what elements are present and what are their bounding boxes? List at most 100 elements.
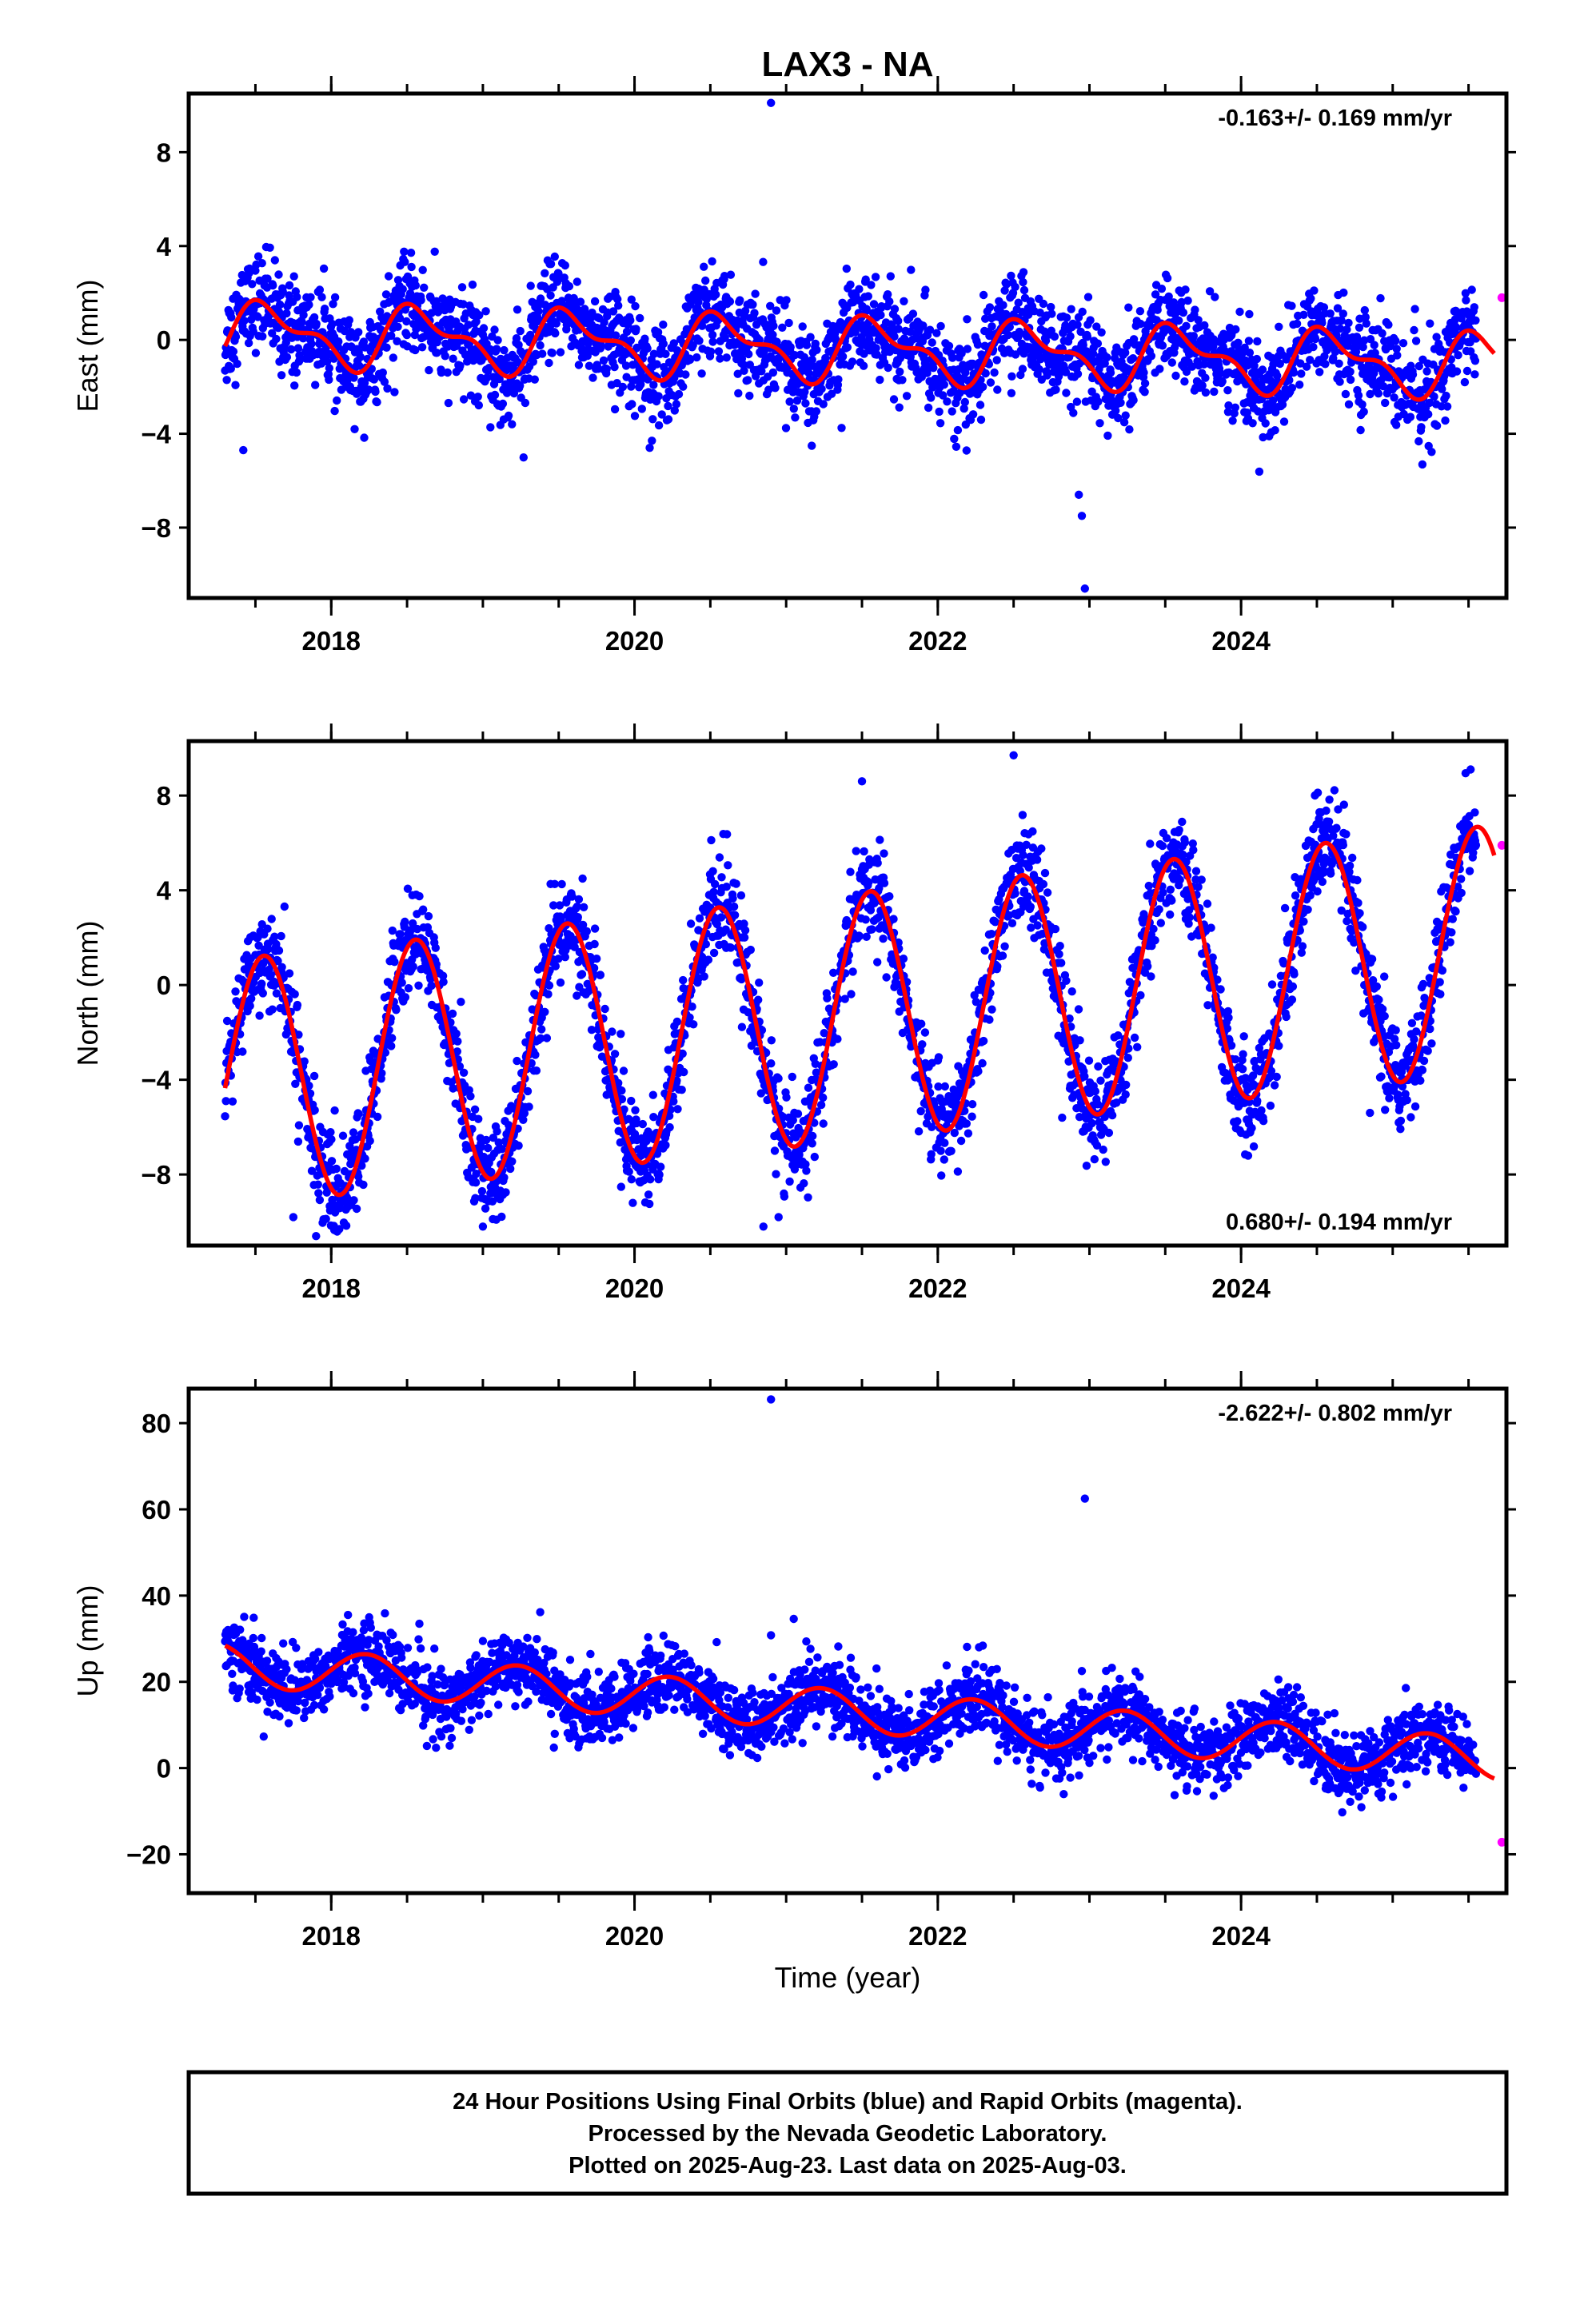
- data-point: [484, 1143, 493, 1153]
- data-point: [628, 1198, 637, 1207]
- data-point: [716, 913, 726, 922]
- data-point: [1393, 351, 1402, 360]
- data-point: [1179, 308, 1188, 317]
- data-point: [1355, 323, 1364, 332]
- data-point: [1194, 316, 1203, 325]
- data-point: [258, 332, 267, 341]
- data-point: [233, 359, 241, 369]
- data-point: [552, 319, 561, 328]
- data-point: [1452, 367, 1462, 376]
- data-point: [1139, 368, 1148, 377]
- data-point: [772, 306, 781, 315]
- data-point: [1155, 365, 1164, 373]
- data-point: [457, 998, 465, 1007]
- data-point: [1062, 389, 1071, 397]
- data-point: [876, 375, 884, 385]
- data-point: [649, 381, 658, 389]
- data-point: [716, 354, 724, 363]
- data-point: [493, 336, 502, 345]
- data-point: [545, 981, 554, 990]
- data-point: [1090, 1154, 1099, 1164]
- data-point: [695, 914, 704, 923]
- data-point: [266, 971, 275, 980]
- data-point: [411, 345, 420, 355]
- data-point: [309, 1071, 319, 1081]
- data-point: [748, 300, 757, 309]
- data-point: [576, 297, 585, 306]
- data-point: [820, 1029, 828, 1038]
- data-point: [964, 1129, 973, 1138]
- data-point: [935, 407, 944, 417]
- data-point: [1296, 359, 1305, 368]
- data-point: [1181, 285, 1190, 294]
- data-point: [780, 1192, 789, 1201]
- data-point: [708, 257, 716, 266]
- data-point: [466, 391, 476, 400]
- east-plot-area: [221, 98, 1506, 593]
- data-point: [1007, 271, 1015, 281]
- data-point: [306, 293, 315, 301]
- data-point: [529, 357, 537, 366]
- data-point: [381, 1048, 390, 1057]
- data-point: [789, 405, 798, 413]
- data-point: [818, 1093, 828, 1102]
- data-point: [1198, 381, 1207, 390]
- data-point: [330, 293, 340, 302]
- data-point: [396, 930, 405, 939]
- data-point: [1104, 1128, 1114, 1138]
- data-point: [1027, 923, 1035, 932]
- data-point: [438, 971, 448, 980]
- data-point: [936, 1146, 945, 1155]
- data-point: [350, 425, 359, 433]
- outlier-point: [1075, 490, 1083, 500]
- data-point: [393, 337, 401, 345]
- data-point: [574, 895, 584, 904]
- data-point: [772, 1170, 780, 1178]
- data-point: [1066, 332, 1075, 341]
- data-point: [649, 349, 659, 358]
- data-point: [804, 1193, 812, 1202]
- data-point: [538, 349, 547, 358]
- data-point: [1092, 1141, 1102, 1150]
- data-point: [1112, 1098, 1121, 1107]
- data-point: [456, 361, 465, 370]
- data-point: [1273, 371, 1282, 381]
- data-point: [800, 388, 809, 397]
- data-point: [417, 296, 425, 305]
- data-point: [940, 1082, 950, 1091]
- data-point: [1163, 273, 1172, 283]
- data-point: [1007, 919, 1017, 928]
- data-point: [1039, 879, 1048, 889]
- data-point: [1069, 409, 1078, 417]
- data-point: [589, 963, 599, 973]
- data-point: [988, 322, 996, 331]
- data-point: [923, 369, 932, 377]
- data-point: [617, 1094, 627, 1104]
- outlier-point: [767, 98, 776, 107]
- data-point: [953, 425, 963, 435]
- data-point: [974, 1066, 983, 1076]
- data-point: [740, 926, 750, 935]
- data-point: [645, 1199, 654, 1209]
- data-point: [936, 321, 945, 331]
- data-point: [1337, 316, 1346, 325]
- data-point: [1248, 419, 1257, 428]
- data-point: [886, 272, 896, 281]
- data-point: [1418, 460, 1427, 469]
- data-point: [657, 410, 666, 419]
- data-point: [902, 392, 912, 401]
- data-point: [636, 313, 644, 323]
- data-point: [861, 915, 870, 924]
- data-point: [1417, 423, 1426, 432]
- data-point: [357, 1161, 366, 1170]
- data-point: [898, 376, 907, 385]
- data-point: [685, 355, 695, 365]
- data-point: [1268, 396, 1278, 405]
- data-point: [957, 349, 966, 358]
- data-point: [388, 1034, 397, 1042]
- data-point: [700, 972, 708, 981]
- data-point: [782, 1093, 791, 1102]
- data-point: [1310, 286, 1319, 295]
- data-point: [229, 347, 238, 356]
- data-point: [1101, 1158, 1111, 1166]
